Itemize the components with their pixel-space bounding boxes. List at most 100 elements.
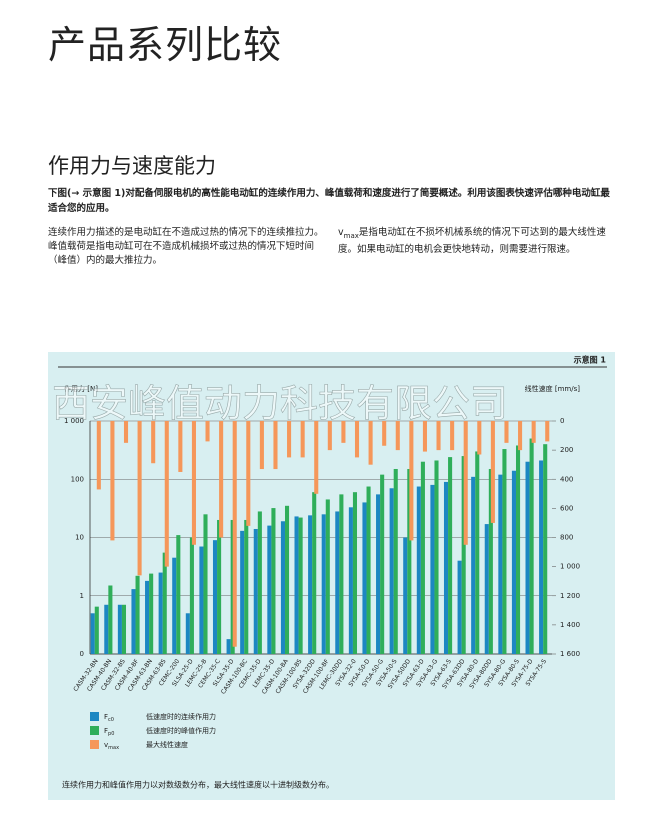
- force-bar: [416, 486, 421, 654]
- force-bar: [298, 517, 303, 654]
- speed-bar: [232, 421, 237, 647]
- body-text: vmax是指电动缸在不损坏机械系统的情况下可达到的最大线性速度。如果电动缸的电机…: [338, 226, 620, 257]
- speed-bar: [110, 421, 115, 541]
- speed-bar: [450, 421, 455, 451]
- body-text: 是指电动缸在不损坏机械系统的情况下可达到的最大线性速度。如果电动缸的电机会更快地…: [338, 227, 606, 255]
- speed-bar: [314, 421, 319, 494]
- speed-bar: [504, 421, 509, 443]
- symbol: v: [338, 227, 344, 238]
- speed-bar: [123, 421, 129, 443]
- force-bar: [253, 528, 258, 654]
- force-bar: [420, 461, 425, 654]
- force-bar: [321, 514, 326, 654]
- y-tick-label: 1 000: [64, 417, 84, 425]
- force-bar: [145, 580, 150, 654]
- force-bar: [158, 572, 163, 654]
- y-axis-label: 作用力 [N]: [64, 384, 98, 393]
- speed-bar: [490, 421, 495, 523]
- y2-axis-label: 线性速度 [mm/s]: [525, 384, 581, 393]
- speed-bar: [463, 421, 468, 545]
- force-bar: [443, 481, 449, 654]
- force-bar: [280, 521, 285, 654]
- force-bar: [217, 519, 222, 654]
- force-bar: [308, 515, 313, 654]
- force-bar: [488, 468, 493, 654]
- force-bar: [108, 585, 113, 654]
- force-bar: [131, 589, 136, 654]
- force-bar: [294, 516, 299, 654]
- footnote: 连续作用力和峰值作用力以对数级数分布，最大线性速度以十进制级数分布。: [62, 780, 334, 790]
- force-bar: [543, 444, 548, 654]
- force-bar: [407, 468, 412, 654]
- speed-bar: [327, 421, 332, 451]
- force-bar: [90, 613, 95, 654]
- speed-bar: [151, 421, 156, 464]
- speed-bar: [96, 421, 101, 490]
- legend-symbol: F: [104, 713, 108, 721]
- force-bar: [475, 451, 480, 654]
- y2-tick-label: 400: [560, 475, 573, 483]
- force-bar: [226, 639, 231, 654]
- speed-bar: [273, 421, 278, 470]
- speed-bar: [191, 421, 196, 545]
- speed-bar: [545, 421, 550, 442]
- speed-bar: [164, 421, 169, 567]
- force-bar: [335, 511, 340, 654]
- force-bar: [498, 474, 503, 654]
- speed-bar: [518, 421, 523, 451]
- speed-bar: [205, 421, 210, 442]
- force-bar: [539, 460, 544, 654]
- speed-bar: [395, 421, 400, 451]
- force-bar: [284, 505, 290, 654]
- legend-label: 低速度时的峰值作用力: [146, 726, 216, 735]
- speed-bar: [422, 421, 427, 452]
- force-bar: [135, 575, 140, 654]
- y-tick-label: 100: [71, 475, 84, 483]
- force-bar: [376, 494, 381, 654]
- force-bar: [366, 486, 371, 654]
- lead-text: 下图(→ 示意图 1)对配备伺服电机的高性能电动缸的连续作用力、峰值载荷和速度进…: [48, 188, 610, 214]
- body-text: 连续作用力描述的是电动缸在不造成过热的情况下的连续推拉力。峰值载荷是指电动缸可在…: [48, 227, 324, 266]
- legend-symbol-sub: max: [108, 745, 119, 751]
- legend-swatch: [90, 726, 99, 735]
- y2-tick-label: 1 400: [560, 621, 580, 629]
- force-bar: [121, 604, 127, 654]
- legend-label: 最大线性速度: [146, 740, 188, 749]
- force-bar: [525, 461, 530, 654]
- force-bar: [484, 524, 489, 654]
- page-title: 产品系列比较: [48, 23, 283, 67]
- force-bar: [380, 474, 385, 654]
- speed-bar: [219, 421, 224, 538]
- force-bar: [203, 514, 208, 654]
- symbol-sub: max: [343, 231, 359, 240]
- force-bar: [244, 519, 249, 654]
- force-bar: [267, 525, 272, 654]
- force-bar: [502, 449, 507, 654]
- y2-tick-label: 200: [560, 446, 573, 454]
- force-bar: [529, 438, 534, 654]
- y2-tick-label: 600: [560, 504, 573, 512]
- speed-bar: [341, 421, 346, 443]
- y-tick-label: 1: [80, 592, 84, 600]
- speed-bar: [300, 421, 305, 458]
- speed-bar: [531, 421, 536, 443]
- speed-bar: [409, 421, 414, 541]
- force-bar: [199, 546, 204, 654]
- force-bar: [185, 613, 190, 654]
- force-bar: [393, 468, 398, 654]
- figure-label: 示意图 1: [573, 355, 607, 365]
- force-bar: [448, 457, 453, 654]
- speed-bar: [246, 421, 251, 526]
- force-bar: [403, 537, 408, 654]
- force-bar: [434, 460, 439, 654]
- force-bar: [430, 484, 435, 654]
- force-bar: [362, 502, 367, 654]
- y-tick-label: 10: [75, 534, 84, 542]
- y-tick-label: 0: [80, 650, 84, 658]
- legend-symbol: vmax: [104, 741, 119, 751]
- y2-tick-label: 0: [560, 417, 564, 425]
- force-bar: [189, 537, 194, 654]
- force-bar: [312, 492, 317, 654]
- y2-tick-label: 1 000: [560, 563, 580, 571]
